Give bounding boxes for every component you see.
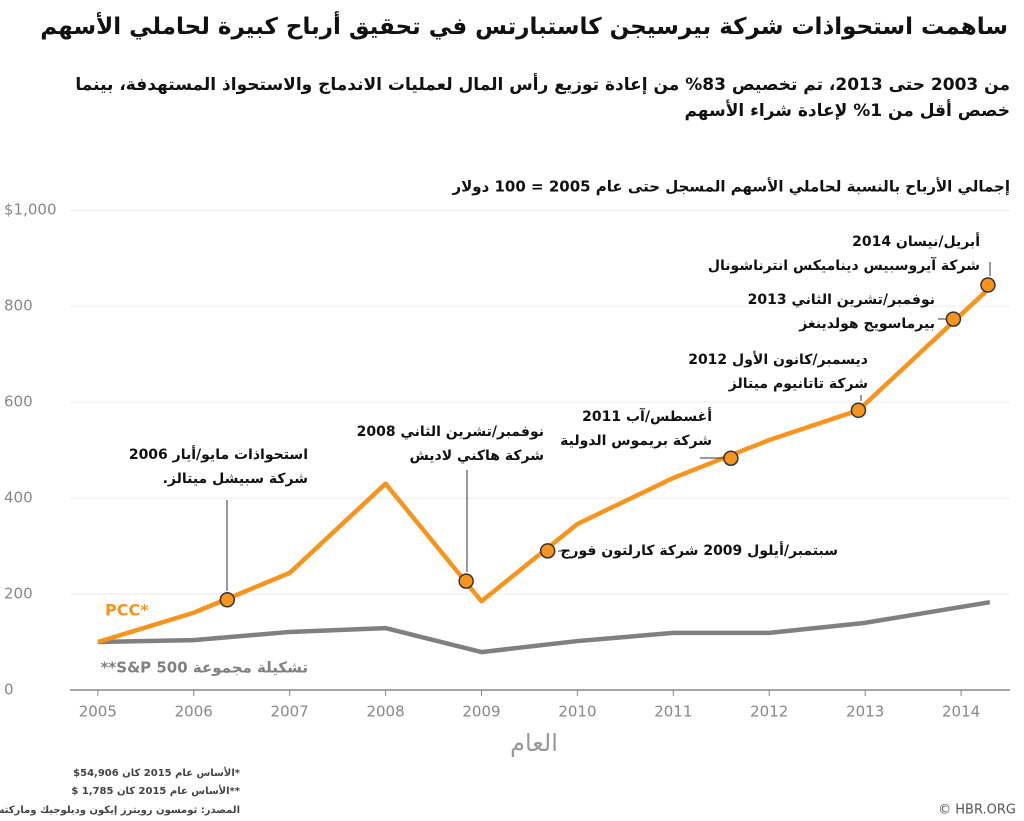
annotation-text: شركة سبيشل ميتالز. bbox=[163, 471, 308, 487]
event-marker bbox=[945, 311, 962, 327]
annotation-text: استحواذات مايو/أيار 2006 bbox=[129, 445, 308, 463]
annotation-text: شركة هاكني لاديش bbox=[410, 448, 545, 464]
annotation-text: شركة تاتانيوم ميتالز bbox=[728, 376, 868, 392]
source: المصدر: ثومسون رويترز إيكون وديلوجيك وما… bbox=[0, 805, 240, 816]
annotation-text: نوفمبر/تشرين الثاني 2013 bbox=[748, 292, 935, 308]
x-tick-label: 2008 bbox=[366, 703, 404, 721]
x-tick-label: 2013 bbox=[846, 703, 884, 721]
subtitle: من 2003 حتى 2013، تم تخصيص 83% من إعادة … bbox=[75, 75, 1010, 121]
series-label: PCC* bbox=[105, 601, 149, 620]
y-tick-label: 800 bbox=[4, 297, 33, 315]
credit: © HBR.ORG bbox=[938, 803, 1016, 818]
annotation-text: أغسطس/آب 2011 bbox=[582, 407, 712, 425]
event-marker bbox=[219, 592, 236, 608]
x-tick-label: 2010 bbox=[558, 703, 596, 721]
x-tick-label: 2005 bbox=[79, 703, 117, 721]
x-tick-label: 2007 bbox=[271, 703, 309, 721]
x-tick-label: 2011 bbox=[654, 703, 692, 721]
series-line bbox=[97, 283, 995, 645]
x-tick-label: 2014 bbox=[942, 703, 980, 721]
y-tick-label: $1,000 bbox=[4, 201, 57, 219]
annotation-text: سبتمبر/أيلول 2009 شركة كارلتون فورج bbox=[560, 541, 838, 559]
x-tick-label: 2012 bbox=[750, 703, 788, 721]
annotation-text: ديسمبر/كانون الأول 2012 bbox=[688, 351, 868, 368]
y-tick-label: 400 bbox=[4, 489, 33, 507]
x-tick-label: 2006 bbox=[175, 703, 213, 721]
y-tick-label: 0 bbox=[4, 681, 14, 699]
event-marker bbox=[980, 277, 996, 293]
chart-title: إجمالي الأرباح بالنسبة لحاملي الأسهم الم… bbox=[451, 178, 1010, 196]
footnote: **الأساس عام 2015 كان 1,785 $ bbox=[71, 784, 240, 797]
title: ساهمت استحواذات شركة بيرسيجن كاستبارتس ف… bbox=[40, 14, 1008, 40]
y-tick-label: 200 bbox=[4, 585, 33, 603]
series-label: تشكيلة مجموعة S&P 500** bbox=[101, 659, 308, 677]
event-marker bbox=[723, 450, 739, 467]
x-tick-label: 2009 bbox=[462, 703, 500, 721]
annotation-text: شركة بريموس الدولية bbox=[560, 433, 712, 449]
footnote: *الأساس عام 2015 كان 54,906$ bbox=[73, 766, 241, 779]
y-tick-label: 600 bbox=[4, 393, 33, 411]
annotation-text: بيرماسويج هولدينغز bbox=[798, 316, 935, 332]
event-marker bbox=[850, 402, 867, 419]
x-axis-label: العام bbox=[510, 729, 558, 757]
event-marker bbox=[458, 573, 474, 589]
event-marker bbox=[539, 543, 556, 559]
annotation-text: أبريل/نيسان 2014 bbox=[852, 232, 980, 250]
annotation-text: شركة آيروسبيس ديناميكس انترناشونال bbox=[708, 256, 980, 274]
series-line bbox=[97, 599, 991, 655]
annotation-text: نوفمبر/تشرين الثاني 2008 bbox=[357, 424, 544, 440]
